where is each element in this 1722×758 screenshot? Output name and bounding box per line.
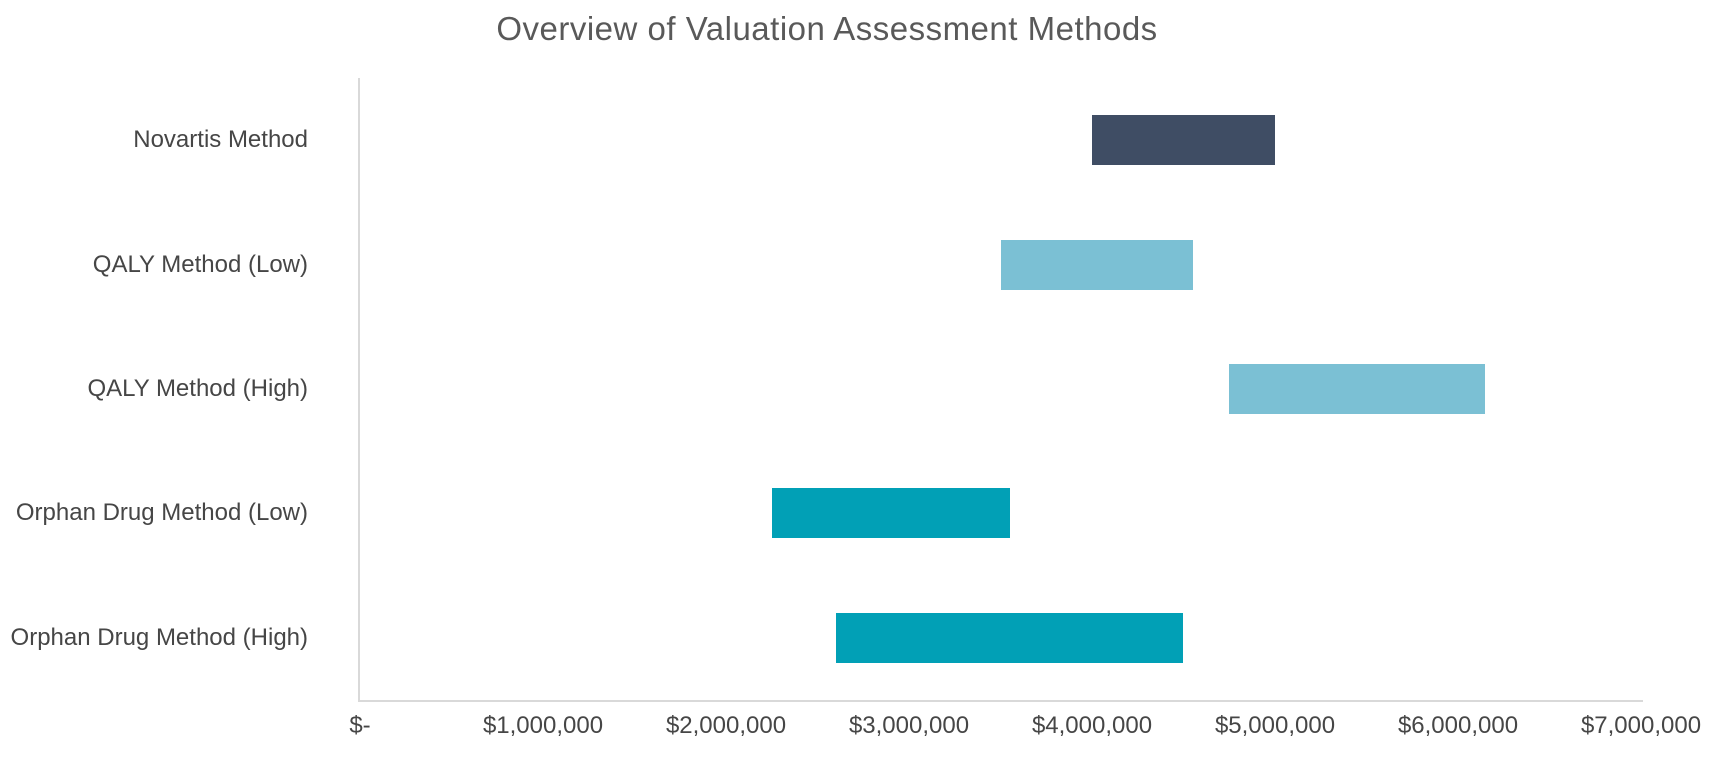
bar-orphan-drug-method-high[interactable] bbox=[835, 612, 1184, 663]
category-label: QALY Method (High) bbox=[87, 375, 308, 402]
bar-qaly-method-high[interactable] bbox=[1229, 364, 1486, 414]
category-label: Orphan Drug Method (High) bbox=[10, 623, 308, 651]
bar-qaly-method-low[interactable] bbox=[1000, 239, 1193, 290]
bar-novartis-method[interactable] bbox=[1092, 115, 1275, 166]
x-tick-label: $7,000,000 bbox=[1580, 712, 1702, 739]
x-tick-label: $3,000,000 bbox=[848, 712, 970, 739]
x-tick-label: $1,000,000 bbox=[482, 712, 604, 739]
y-axis-line bbox=[358, 78, 360, 702]
category-label: Novartis Method bbox=[133, 126, 308, 154]
category-label: QALY Method (Low) bbox=[92, 250, 308, 278]
x-tick-label: $6,000,000 bbox=[1397, 712, 1519, 739]
bar-orphan-drug-method-low[interactable] bbox=[771, 488, 1010, 539]
category-label: Orphan Drug Method (Low) bbox=[15, 499, 308, 527]
chart-title: Overview of Valuation Assessment Methods bbox=[496, 10, 1158, 47]
x-tick-label: $- bbox=[349, 712, 371, 739]
x-tick-label: $2,000,000 bbox=[665, 712, 787, 739]
x-tick-label: $5,000,000 bbox=[1214, 712, 1336, 739]
x-axis-line bbox=[358, 700, 1643, 702]
x-tick-label: $4,000,000 bbox=[1031, 712, 1153, 739]
